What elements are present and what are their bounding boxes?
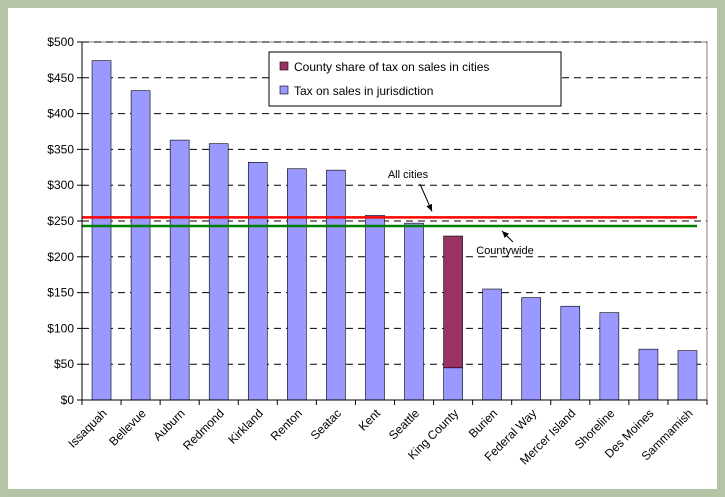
y-tick-label: $100 [47, 321, 74, 335]
x-tick-label: Seattle [386, 406, 423, 443]
reference-label: Countywide [476, 245, 533, 257]
chart-frame: All cities Countywide $0 $50 $100 $150 $200 $2… [8, 8, 717, 489]
x-tick-label: Kent [356, 406, 384, 434]
legend-label: County share of tax on sales in cities [294, 60, 489, 74]
legend: County share of tax on sales in cities Ta… [268, 51, 562, 107]
bar-sammamish-s0 [677, 350, 698, 401]
legend-box [268, 51, 562, 107]
x-tick-label: Burien [466, 406, 500, 440]
x-tick-label: Auburn [151, 406, 188, 443]
y-tick-label: $200 [47, 250, 74, 264]
bar-king-county-s0 [443, 367, 463, 401]
y-tick-label: $300 [47, 178, 74, 192]
y-tick-label: $450 [47, 71, 74, 85]
x-tick-label: Kirkland [225, 406, 266, 447]
y-tick-label: $250 [47, 214, 74, 228]
x-tick-label: Seatac [308, 406, 344, 442]
x-tick-label: Issaquah [65, 406, 109, 450]
bar-federal-way-s0 [521, 297, 542, 401]
y-tick-label: $50 [54, 357, 74, 371]
bar-redmond-s0 [208, 143, 229, 401]
reference-lines: All cities Countywide [82, 169, 697, 257]
y-tick-label: $350 [47, 142, 74, 156]
reference-arrow [501, 230, 514, 243]
bar-des-moines-s0 [638, 348, 659, 401]
bar-seattle-s0 [404, 222, 424, 401]
bar-kirkland-s0 [247, 161, 268, 401]
bar-seatac-s0 [326, 169, 346, 401]
bar-auburn-s0 [169, 139, 190, 401]
bar-bellevue-s0 [130, 90, 151, 401]
bar-king-county-s1 [443, 235, 463, 369]
x-tick-label: Bellevue [106, 406, 149, 449]
bar-burien-s0 [482, 288, 502, 401]
y-tick-label: $150 [47, 286, 74, 300]
x-tick-label: Renton [268, 406, 305, 443]
bar-shoreline-s0 [599, 312, 620, 401]
y-tick-label: $0 [61, 393, 75, 407]
y-tick-label: $500 [47, 35, 74, 49]
bar-kent-s0 [365, 214, 385, 401]
bar-mercer-island-s0 [560, 305, 581, 401]
legend-swatch [279, 85, 289, 95]
bar-issaquah-s0 [91, 60, 112, 401]
legend-swatch [279, 61, 289, 71]
reference-label: All cities [388, 169, 429, 181]
x-tick-label: Redmond [180, 406, 227, 453]
reference-arrow [419, 183, 433, 212]
bar-chart: All cities Countywide $0 $50 $100 $150 $200 $2… [47, 35, 708, 468]
legend-label: Tax on sales in jurisdiction [294, 84, 433, 98]
y-tick-label: $400 [47, 107, 74, 121]
bar-renton-s0 [287, 168, 307, 401]
